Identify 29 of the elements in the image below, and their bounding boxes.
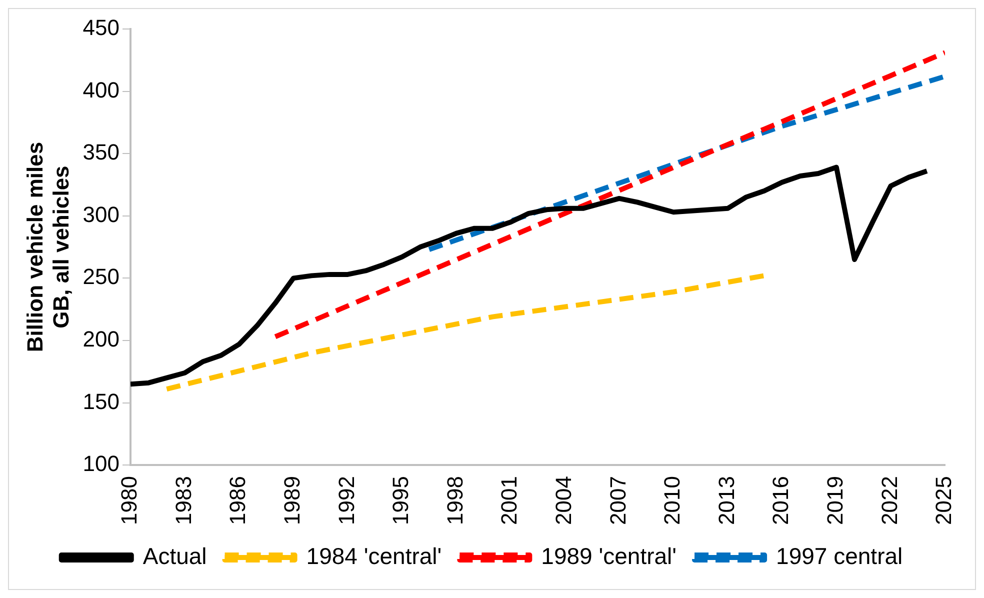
x-tick-label: 1980: [116, 476, 142, 526]
legend-label: 1989 'central': [541, 542, 677, 569]
legend-label: 1997 central: [776, 542, 903, 569]
x-tick-label: 2025: [931, 476, 956, 526]
y-axis-title: Billion vehicle miles GB, all vehicles: [22, 142, 74, 352]
legend-label: Actual: [142, 542, 207, 569]
y-tick-label: 250: [82, 264, 120, 290]
x-tick-label: 2007: [605, 476, 630, 526]
x-tick-label: 2004: [550, 476, 576, 526]
y-tick-label: 100: [82, 451, 120, 476]
y-tick-label: 300: [82, 202, 120, 227]
x-tick-label: 1986: [225, 476, 250, 526]
legend-label: 1984 'central': [306, 542, 442, 569]
x-tick-label: 1983: [170, 476, 196, 526]
x-tick-label: 2001: [496, 476, 522, 526]
x-tick-label: 2016: [768, 476, 794, 526]
x-tick-label: 1998: [442, 476, 468, 526]
y-tick-label: 450: [82, 15, 120, 40]
y-tick-label: 150: [82, 388, 120, 414]
y-tick-label: 350: [82, 140, 120, 165]
x-tick-label: 1995: [388, 476, 414, 526]
x-tick-label: 2010: [660, 476, 685, 526]
x-tick-label: 2019: [822, 476, 848, 526]
y-tick-label: 400: [82, 77, 120, 102]
x-tick-label: 2022: [876, 476, 902, 526]
x-tick-label: 1989: [279, 476, 304, 526]
x-tick-label: 1992: [334, 476, 359, 526]
x-tick-label: 2013: [714, 476, 739, 526]
y-tick-label: 200: [82, 326, 120, 352]
